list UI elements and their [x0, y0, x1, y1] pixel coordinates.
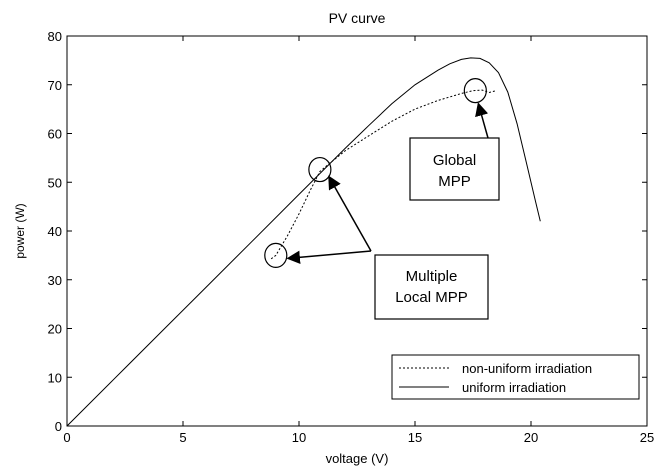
y-tick-label: 70 — [48, 78, 62, 93]
local-mpp-box — [374, 254, 489, 320]
local-mpp-arrow-lower — [286, 250, 372, 265]
y-tick-label: 60 — [48, 127, 62, 142]
series-line-non-uniform — [270, 89, 497, 260]
y-axis-label: power (W) — [13, 203, 27, 258]
x-tick-label: 25 — [640, 430, 654, 445]
global-mpp-box — [409, 137, 500, 201]
y-tick-label: 0 — [55, 419, 62, 434]
legend-label-uniform: uniform irradiation — [462, 380, 566, 395]
local-mpp-label: Multiple — [406, 268, 458, 285]
x-tick-label: 5 — [179, 430, 186, 445]
x-tick-label: 0 — [63, 430, 70, 445]
y-tick-label: 40 — [48, 224, 62, 239]
y-tick-label: 30 — [48, 273, 62, 288]
x-tick-label: 20 — [524, 430, 538, 445]
x-axis-label: voltage (V) — [326, 451, 389, 466]
local-mpp-arrow-upper — [328, 175, 372, 252]
x-tick-label: 10 — [292, 430, 306, 445]
series-line-uniform — [66, 57, 541, 427]
y-tick-label: 80 — [48, 29, 62, 44]
local-mpp-circle — [308, 156, 332, 183]
legend: non-uniform irradiation uniform irradiat… — [391, 354, 640, 400]
legend-label-non-uniform: non-uniform irradiation — [462, 361, 592, 376]
y-tick-label: 10 — [48, 370, 62, 385]
y-tick-label: 50 — [48, 175, 62, 190]
x-tick-label: 15 — [408, 430, 422, 445]
local-mpp-label: Local MPP — [395, 289, 468, 306]
legend-box — [391, 354, 640, 400]
y-tick-label: 20 — [48, 322, 62, 337]
global-mpp-arrow — [475, 102, 489, 139]
chart-title: PV curve — [329, 10, 386, 26]
global-mpp-label: Global — [433, 152, 476, 169]
global-mpp-label: MPP — [438, 173, 471, 190]
